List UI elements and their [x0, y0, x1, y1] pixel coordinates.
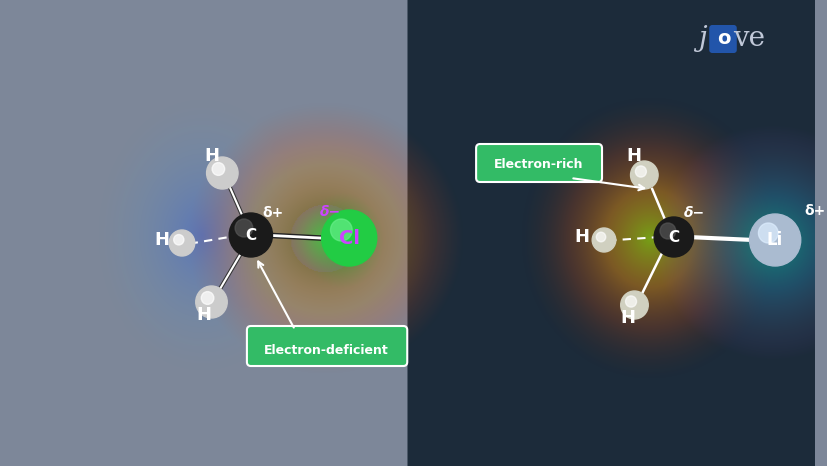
- Circle shape: [653, 217, 693, 257]
- Text: Electron-deficient: Electron-deficient: [264, 343, 389, 356]
- Circle shape: [195, 286, 227, 318]
- Text: H: H: [155, 231, 170, 249]
- Text: Li: Li: [765, 231, 782, 249]
- Text: H: H: [574, 228, 589, 246]
- Circle shape: [206, 157, 238, 189]
- FancyBboxPatch shape: [246, 326, 407, 366]
- Circle shape: [595, 232, 605, 242]
- Circle shape: [321, 210, 376, 266]
- Text: Cl: Cl: [339, 229, 360, 248]
- Circle shape: [630, 161, 657, 189]
- Circle shape: [591, 228, 615, 252]
- Bar: [407, 0, 814, 466]
- Text: ve: ve: [733, 25, 765, 52]
- Circle shape: [174, 234, 184, 245]
- Circle shape: [758, 223, 777, 243]
- Text: δ−: δ−: [319, 205, 341, 219]
- Text: H: H: [626, 147, 641, 165]
- Text: C: C: [667, 230, 678, 245]
- Text: δ+: δ+: [804, 204, 825, 218]
- Text: δ+: δ+: [262, 206, 284, 220]
- Circle shape: [235, 219, 252, 237]
- Circle shape: [201, 292, 213, 304]
- FancyBboxPatch shape: [709, 25, 736, 53]
- Text: H: H: [620, 309, 635, 327]
- Circle shape: [624, 296, 636, 307]
- Circle shape: [169, 230, 194, 256]
- Circle shape: [659, 223, 675, 239]
- Circle shape: [634, 166, 646, 177]
- Text: o: o: [716, 29, 730, 48]
- Text: j: j: [697, 25, 705, 52]
- Text: H: H: [204, 147, 219, 165]
- Circle shape: [748, 214, 800, 266]
- Bar: [0, 0, 407, 466]
- Text: δ−: δ−: [683, 206, 704, 220]
- Circle shape: [229, 213, 272, 257]
- Circle shape: [330, 219, 351, 241]
- Text: C: C: [245, 228, 256, 243]
- Text: H: H: [197, 306, 212, 324]
- FancyBboxPatch shape: [476, 144, 601, 182]
- Circle shape: [620, 291, 648, 319]
- Text: Electron-rich: Electron-rich: [494, 158, 583, 171]
- Circle shape: [212, 163, 224, 175]
